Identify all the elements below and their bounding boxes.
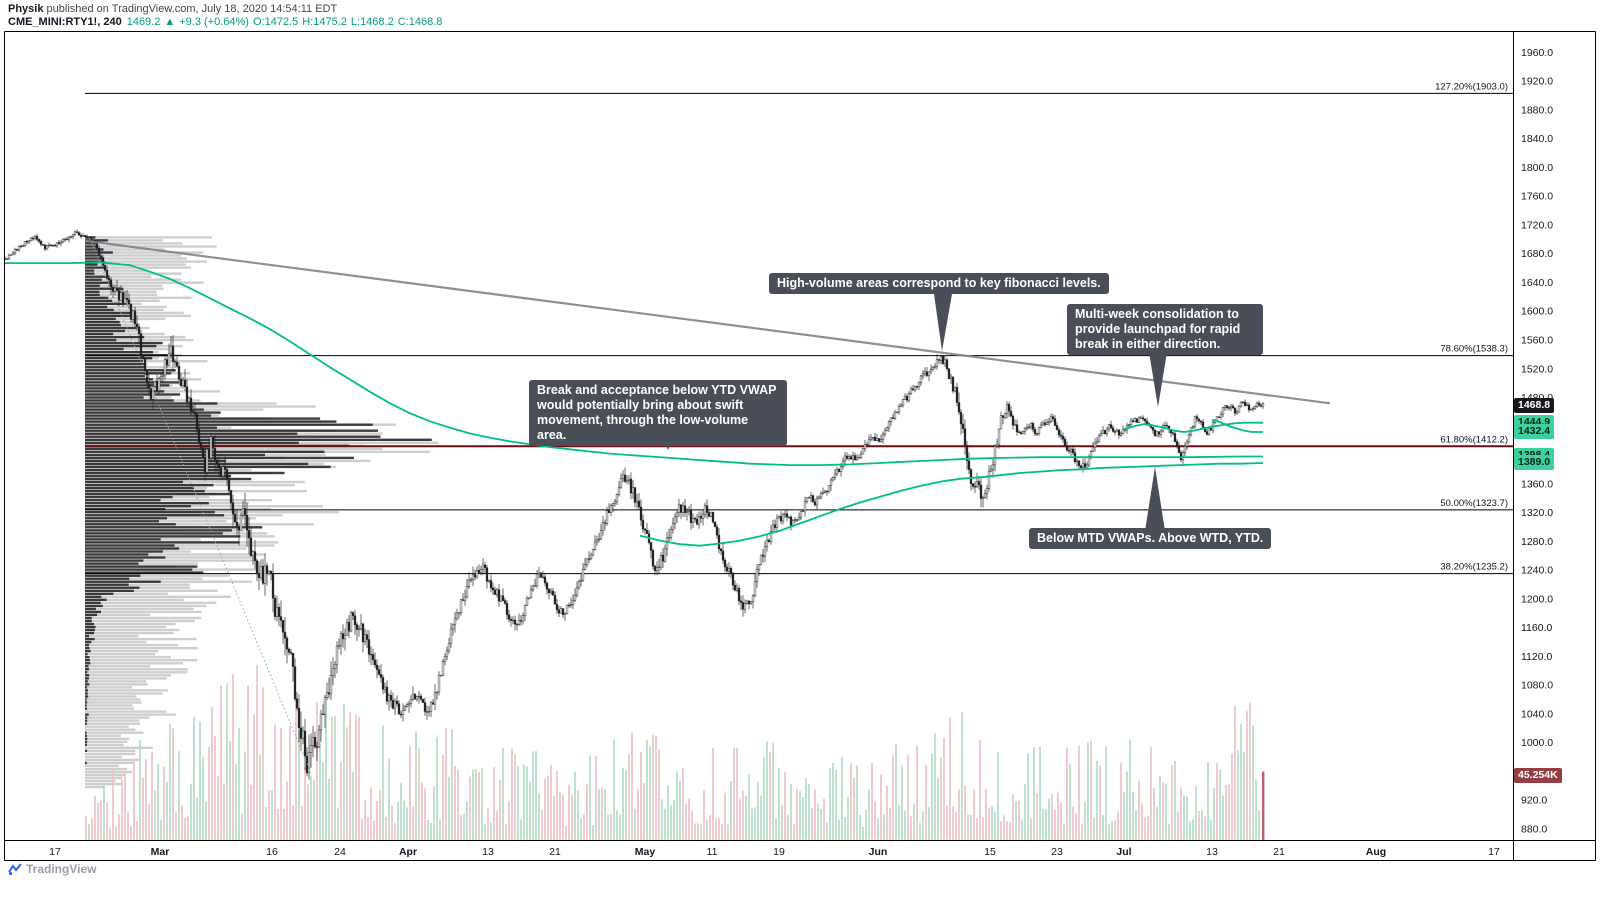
time-tick: 13 — [482, 846, 494, 858]
quote-open: O:1472.5 — [252, 16, 299, 28]
price-tick: 920.0 — [1521, 795, 1547, 807]
vwap-lines[interactable] — [5, 261, 1264, 547]
last-price: 1469.2 — [126, 16, 161, 28]
annotation-high-volume[interactable]: High-volume areas correspond to key fibo… — [769, 273, 1109, 294]
publish-header: Physik published on TradingView.com, Jul… — [8, 3, 446, 28]
change-arrow-icon: ▲ — [164, 16, 176, 28]
annotation-below-mtd-vwaps[interactable]: Below MTD VWAPs. Above WTD, YTD. — [1029, 528, 1272, 549]
price-tick: 1600.0 — [1521, 306, 1553, 318]
axis-label-vwap-1432.4: 1432.4 — [1514, 423, 1555, 439]
price-tick: 1800.0 — [1521, 162, 1553, 174]
time-tick: 11 — [707, 846, 718, 858]
price-tick: 1360.0 — [1521, 478, 1553, 490]
time-tick: 17 — [1488, 846, 1500, 858]
time-tick: 15 — [984, 846, 996, 858]
price-tick: 1680.0 — [1521, 248, 1553, 260]
volume-profile — [85, 236, 439, 789]
price-tick: 1920.0 — [1521, 76, 1553, 88]
time-tick: 19 — [773, 846, 785, 858]
price-tick: 1720.0 — [1521, 219, 1553, 231]
price-tick: 1880.0 — [1521, 104, 1553, 116]
vwap-wtd — [1211, 418, 1263, 433]
price-tick: 880.0 — [1521, 824, 1547, 836]
time-tick: May — [635, 846, 656, 858]
fib-label: 127.20%(1903.0) — [1435, 81, 1508, 92]
fib-label: 38.20%(1235.2) — [1440, 562, 1508, 573]
quote-low: L:1468.2 — [350, 16, 394, 28]
axis-label-last-1468.8: 1468.8 — [1514, 397, 1555, 413]
quote-high: H:1475.2 — [302, 16, 347, 28]
price-tick: 1040.0 — [1521, 708, 1553, 720]
price-tick: 1200.0 — [1521, 593, 1553, 605]
fib-label: 61.80%(1412.2) — [1440, 434, 1508, 445]
price-tick: 1560.0 — [1521, 335, 1553, 347]
time-tick: 13 — [1206, 846, 1218, 858]
tradingview-watermark[interactable]: TradingView — [8, 862, 96, 876]
vwap-q2-anchored — [639, 462, 1264, 547]
time-tick: Jul — [1116, 846, 1131, 858]
trendline-layer[interactable] — [84, 238, 1331, 771]
time-tick: Apr — [399, 846, 417, 858]
volume-bars — [85, 664, 1265, 841]
time-tick: 17 — [49, 846, 61, 858]
vwap-mtd — [1123, 421, 1263, 433]
price-tick: 1320.0 — [1521, 507, 1553, 519]
last-volume-bar — [1262, 771, 1265, 841]
time-tick: Aug — [1366, 846, 1386, 858]
symbol-interval[interactable]: CME_MINI:RTY1!, 240 — [8, 16, 122, 28]
time-tick: Mar — [151, 846, 170, 858]
fib-retracement-lines[interactable]: 127.20%(1903.0) 78.60%(1538.3) 61.80%(1412… — [85, 81, 1514, 575]
price-tick: 1960.0 — [1521, 47, 1553, 59]
time-tick: 16 — [266, 846, 278, 858]
axis-label-volume-45.254K: 45.254K — [1514, 768, 1562, 783]
annotation-ytd-vwap[interactable]: Break and acceptance below YTD VWAP woul… — [529, 380, 787, 446]
price-tick: 1640.0 — [1521, 277, 1553, 289]
price-tick: 1160.0 — [1521, 622, 1552, 634]
time-tick: 24 — [334, 846, 346, 858]
annotation-consolidation[interactable]: Multi-week consolidation to provide laun… — [1067, 304, 1263, 355]
price-tick: 1080.0 — [1521, 680, 1553, 692]
tradingview-logo-icon — [8, 863, 22, 876]
vwap-ytd — [5, 261, 1263, 466]
candlesticks — [3, 229, 1265, 780]
descending-trendline — [84, 239, 1331, 405]
price-tick: 1520.0 — [1521, 363, 1553, 375]
price-tick: 1760.0 — [1521, 191, 1553, 203]
time-tick: 21 — [549, 846, 561, 858]
axis-label-vwap-1389.0: 1389.0 — [1514, 454, 1555, 470]
price-tick: 1280.0 — [1521, 536, 1553, 548]
quote-close: C:1468.8 — [397, 16, 443, 28]
price-tick: 1120.0 — [1521, 651, 1552, 663]
price-change: +9.3 (+0.64%) — [179, 16, 249, 28]
tradingview-brand: TradingView — [26, 862, 97, 876]
price-tick: 1840.0 — [1521, 133, 1553, 145]
publish-info: published on TradingView.com, July 18, 2… — [43, 3, 338, 15]
fib-label: 78.60%(1538.3) — [1440, 344, 1508, 355]
publisher-name: Physik — [8, 3, 44, 15]
time-tick: 23 — [1051, 846, 1063, 858]
price-tick: 1000.0 — [1521, 737, 1553, 749]
quote-line: CME_MINI:RTY1!, 240 1469.2 ▲ +9.3 (+0.64%) O… — [8, 16, 446, 28]
publish-line: Physik published on TradingView.com, Jul… — [8, 3, 446, 15]
price-tick: 1240.0 — [1521, 565, 1553, 577]
fib-label: 50.00%(1323.7) — [1440, 498, 1508, 509]
time-tick: 21 — [1273, 846, 1285, 858]
time-tick: Jun — [869, 846, 888, 858]
